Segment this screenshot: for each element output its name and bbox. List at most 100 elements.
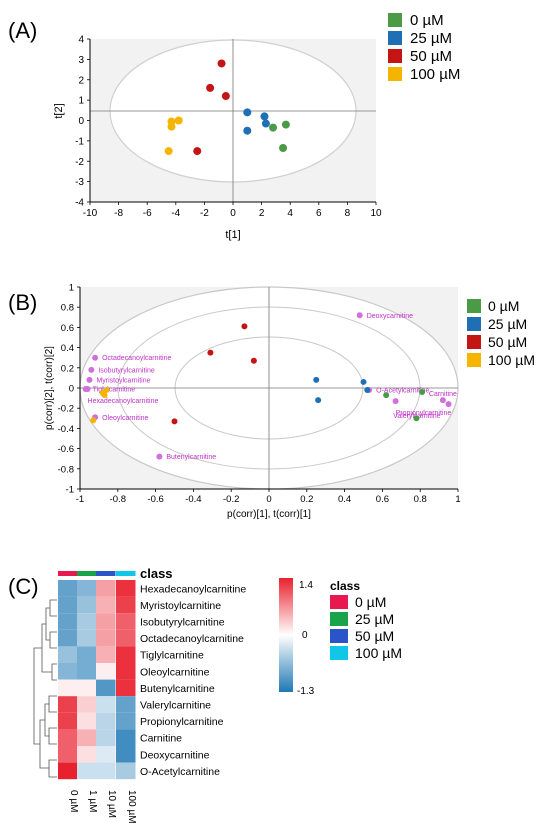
panel-b-loading-label: Oleoylcarnitine <box>102 415 148 422</box>
panel-b-score-point <box>171 418 178 425</box>
panel-b-legend-label: 25 µM <box>488 316 527 332</box>
panel-c-row-label: Octadecanoylcarnitine <box>140 633 244 645</box>
panel-b-loading-label: Myristoylcarnitine <box>96 377 150 384</box>
panel-a-y-tick-label: -3 <box>75 177 84 188</box>
panel-c-heatmap-cell <box>116 629 136 647</box>
panel-b-legend-swatch <box>467 335 481 349</box>
panel-c-row-label: Butenylcarnitine <box>140 683 215 695</box>
panel-a-legend-swatch <box>388 67 402 81</box>
panel-b-score-point <box>364 387 371 394</box>
panel-a-score-point <box>281 120 290 129</box>
panel-b-x-tick-label: 1 <box>455 494 460 505</box>
panel-c-heatmap-cell <box>58 596 78 614</box>
panel-b-score-point <box>413 415 420 422</box>
panel-b-loading-point <box>439 397 446 404</box>
panel-c-legend-swatch <box>330 612 348 626</box>
panel-a-x-tick-label: -10 <box>83 208 98 219</box>
panel-c-legend-swatch <box>330 595 348 609</box>
panel-c-class-bar-cell <box>58 571 78 576</box>
panel-c-heatmap-cell <box>77 712 97 730</box>
panel-c-label: (C) <box>8 574 39 599</box>
panel-a-y-tick-label: 0 <box>78 116 84 127</box>
panel-b-y-tick-label: -1 <box>66 485 74 496</box>
panel-a-score-point <box>269 123 278 132</box>
panel-a-y-tick-label: -4 <box>75 198 84 209</box>
panel-b-loading-label: Carnitine <box>429 391 457 398</box>
panel-a-score-point <box>221 92 230 101</box>
panel-b-x-tick-label: -0.4 <box>185 494 201 505</box>
panel-b-loading-label: Butenylcarnitine <box>166 454 216 461</box>
panel-c-colorbar <box>279 578 293 692</box>
panel-c-heatmap-cell <box>58 746 78 763</box>
panel-c-column-label: 1 µM <box>87 790 98 812</box>
panel-c-heatmap-cell <box>77 613 97 630</box>
panel-c-row-dendrogram <box>33 599 57 778</box>
panel-a-score-point <box>260 112 269 121</box>
panel-c-heatmap-cell <box>58 679 78 697</box>
panel-c-heatmap-cell <box>96 729 116 746</box>
panel-c-heatmap-cell <box>96 746 116 763</box>
panel-c-heatmap-cell <box>58 580 78 597</box>
panel-b-y-tick-label: -0.8 <box>58 464 74 475</box>
panel-c-heatmap-cell <box>58 646 78 663</box>
panel-c-heatmap-cell <box>96 762 116 780</box>
panel-a-x-tick-label: -8 <box>114 208 123 219</box>
panel-c-row-label: Carnitine <box>140 733 182 745</box>
panel-c-class-bar <box>58 571 136 576</box>
panel-b-y-label: p(corr)[2], t(corr)[2] <box>44 346 55 430</box>
panel-a-y-tick-label: -2 <box>75 157 84 168</box>
panel-b-y-tick-label: 0 <box>69 384 74 395</box>
panel-a-label: (A) <box>8 18 37 43</box>
panel-c-column-label: 10 µM <box>106 790 117 818</box>
panel-c-row-labels: Hexadecanoylcarnitine Myristoylcarnitine I… <box>140 583 246 778</box>
panel-c-heatmap-cell <box>77 580 97 597</box>
panel-c-heatmap-cell <box>77 696 97 713</box>
panel-b-loading-label: Isobutyrylcarnitine <box>98 367 155 374</box>
panel-c-heatmap-cell <box>58 729 78 746</box>
panel-c-row-label: O-Acetylcarnitine <box>140 766 220 778</box>
panel-c-row-label: Deoxycarnitine <box>140 749 210 761</box>
panel-a-x-label: t[1] <box>225 229 240 241</box>
panel-b-legend: 0 µM 25 µM 50 µM 100 µM <box>467 298 535 368</box>
panel-a-y-tick-label: -1 <box>75 136 84 147</box>
panel-c-heatmap-cell <box>96 712 116 730</box>
panel-a-y-label: t[2] <box>53 103 65 118</box>
panel-a-score-point <box>217 59 226 68</box>
panel-a-x-tick-label: 8 <box>345 208 351 219</box>
panel-c-heatmap-cell <box>77 596 97 614</box>
panel-b-score-points <box>90 323 426 425</box>
panel-c-heatmap-cell <box>96 580 116 597</box>
panel-c-heatmap-cell <box>96 629 116 647</box>
panel-b-score-point <box>250 357 257 364</box>
panel-b-loading-point <box>84 386 91 393</box>
panel-c-heatmap-cell <box>116 580 136 597</box>
panel-b-score-point <box>419 389 426 396</box>
panel-c-heatmap-cell <box>116 746 136 763</box>
panel-b-legend-swatch <box>467 353 481 367</box>
panel-c-legend-label: 0 µM <box>355 594 386 610</box>
panel-a-score-point <box>243 108 252 117</box>
panel-b-loading-point <box>156 453 163 460</box>
panel-b-y-ticks: 1 0.8 0.6 0.4 0.2 0 -0.2 -0.4 -0.6 -0.8 -1 <box>58 283 80 496</box>
panel-b-x-tick-label: 0.6 <box>376 494 389 505</box>
panel-b-x-tick-label: 0.4 <box>338 494 351 505</box>
panel-c-heatmap-cell <box>77 629 97 647</box>
panel-c-heatmap-cell <box>58 663 78 680</box>
panel-b-score-point <box>207 349 214 356</box>
panel-a-score-point <box>174 116 183 125</box>
panel-a-score-point <box>243 126 252 135</box>
panel-c-heatmap-cell <box>116 613 136 630</box>
panel-b-loading-label: O-Acetylcarnitine <box>376 388 429 395</box>
panel-c-heatmap-cell <box>96 613 116 630</box>
panel-a-legend-label: 100 µM <box>410 66 460 83</box>
panel-b-y-tick-label: 1 <box>69 283 74 294</box>
colorbar-max-label: 1.4 <box>299 580 313 591</box>
panel-a-x-tick-label: 10 <box>370 208 382 219</box>
panel-c-heatmap-cell <box>58 629 78 647</box>
panel-a-x-tick-label: 2 <box>259 208 265 219</box>
panel-c-heatmap-cell <box>77 663 97 680</box>
panel-c-legend-label: 25 µM <box>355 611 394 627</box>
